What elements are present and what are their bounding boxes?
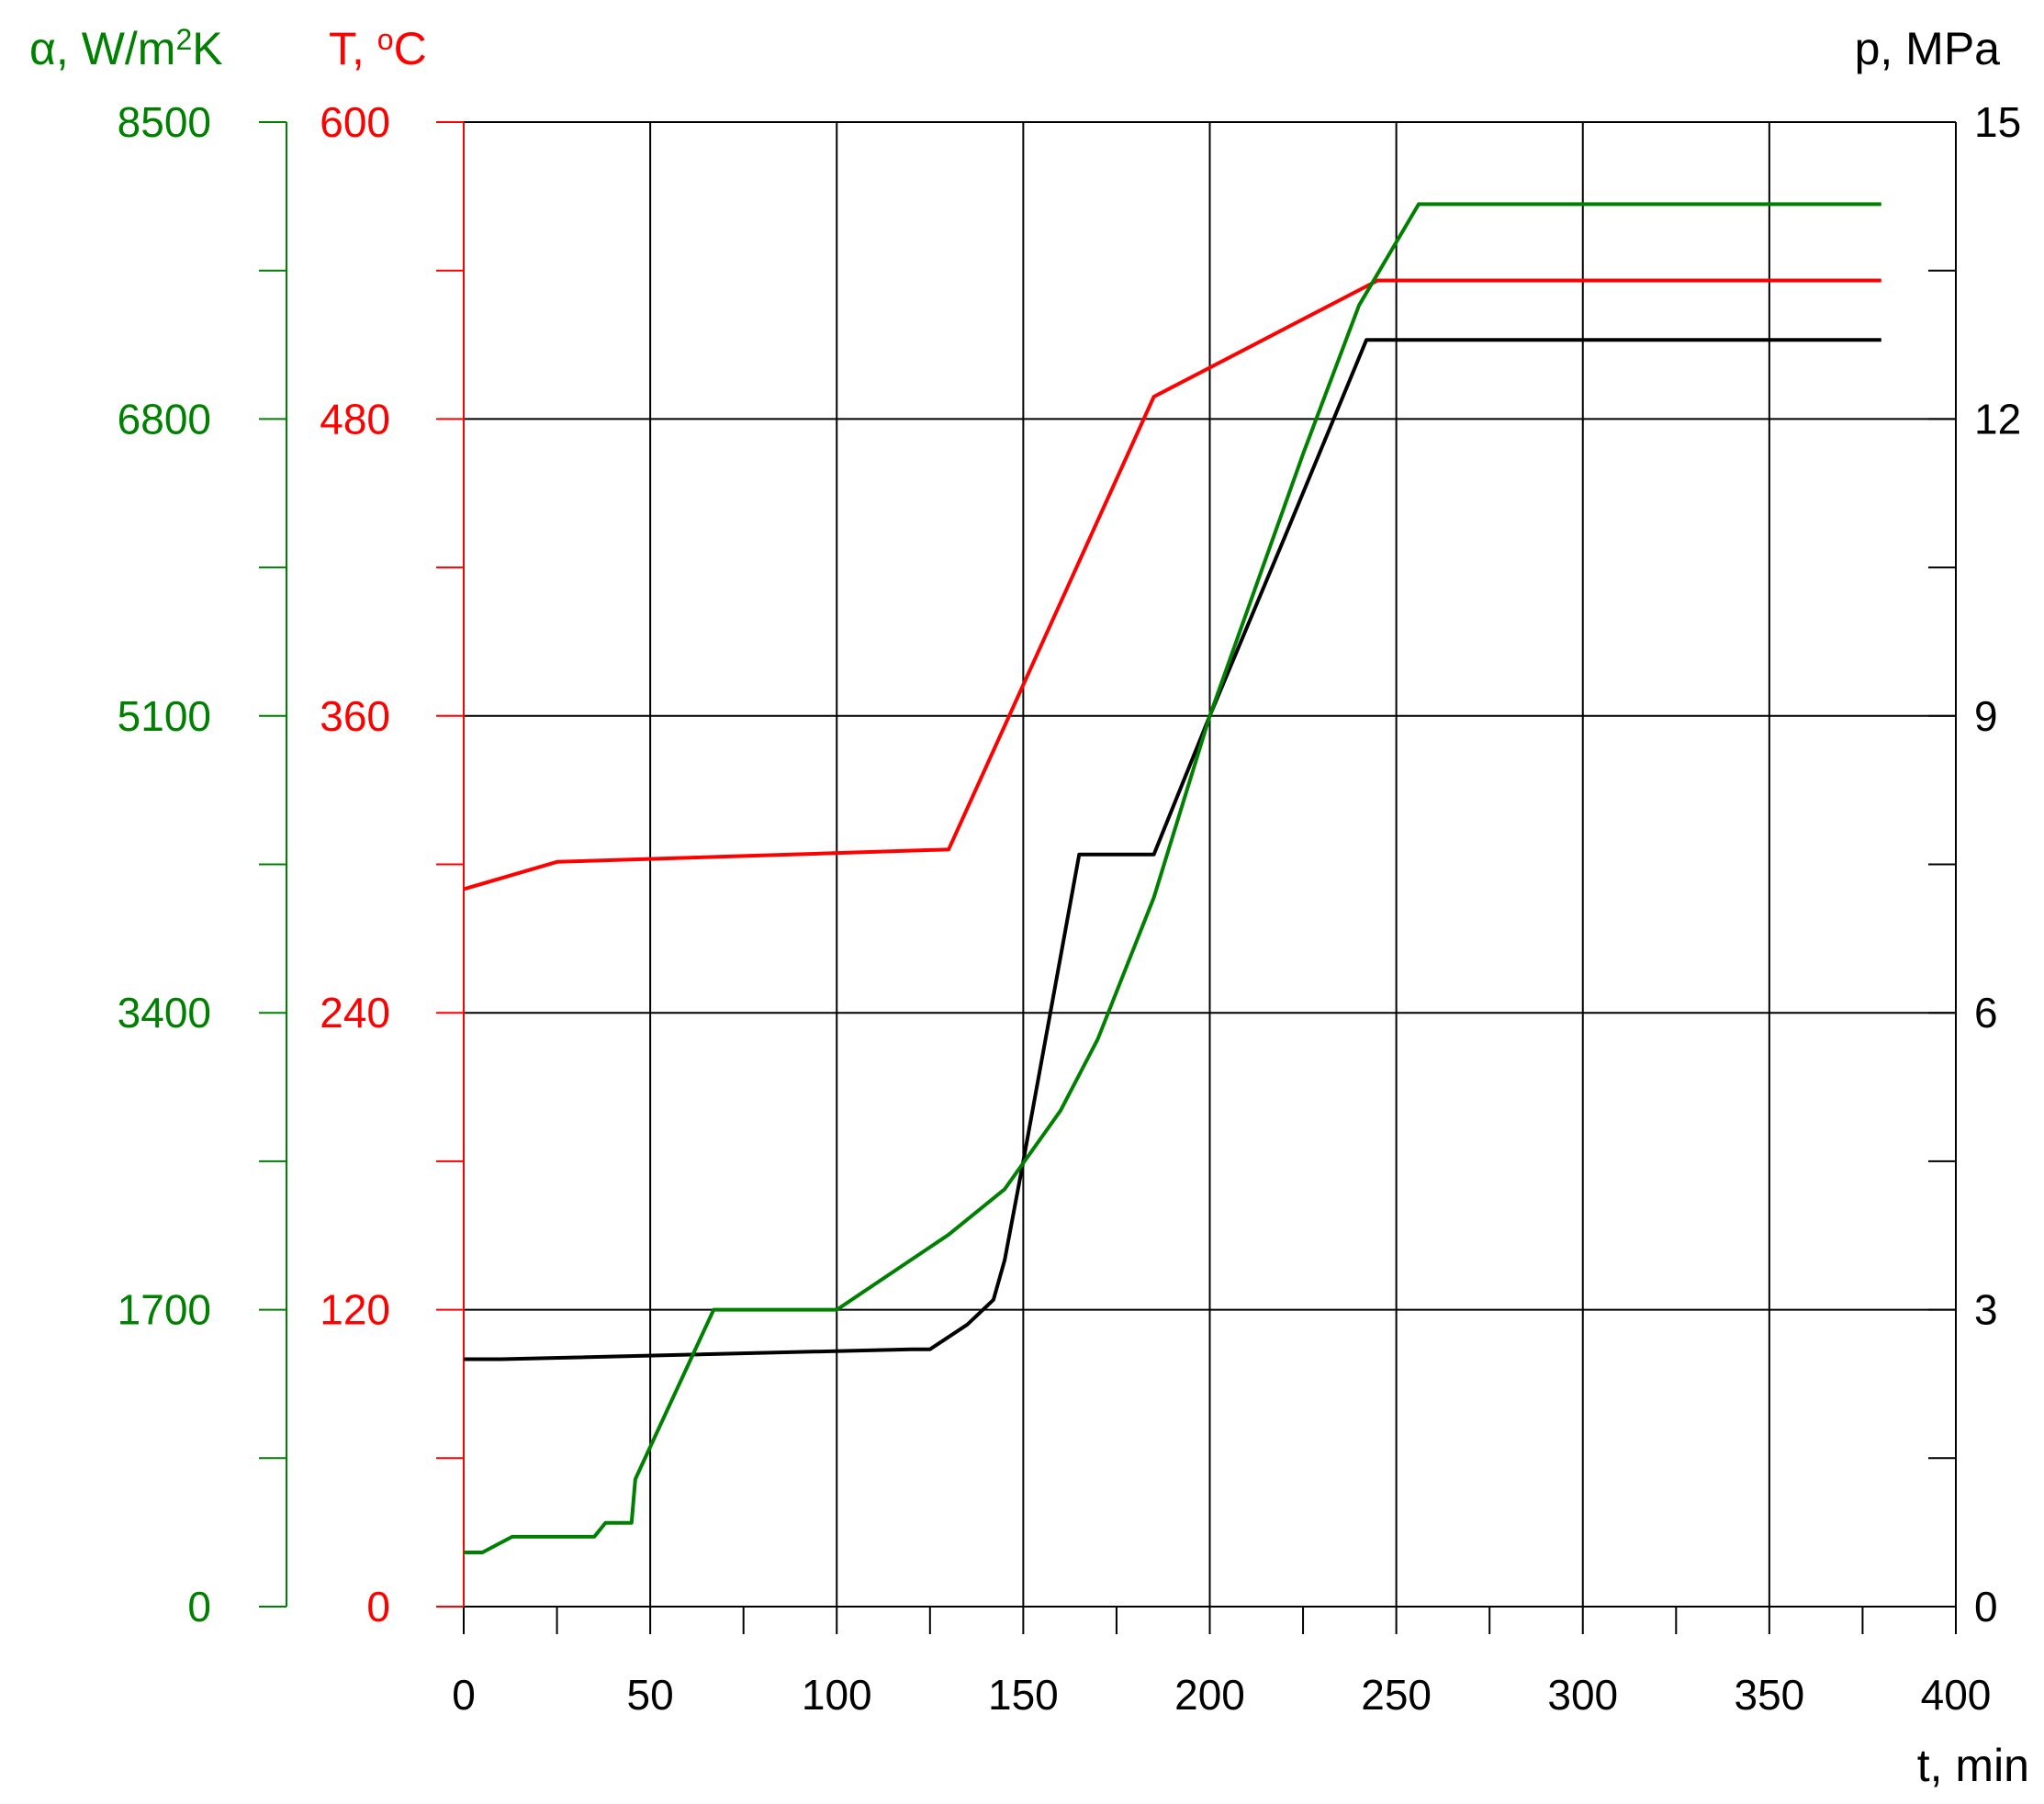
alpha-tick-label: 8500 <box>118 98 211 146</box>
x-tick-label: 350 <box>1735 1671 1805 1719</box>
pressure-tick-label: 6 <box>1974 989 1998 1036</box>
alpha-tick-label: 1700 <box>118 1286 211 1334</box>
x-tick-label: 300 <box>1547 1671 1618 1719</box>
temperature-tick-label: 240 <box>320 989 390 1036</box>
pressure-axis-title: p, MPa <box>1855 23 2001 74</box>
axes-layer <box>259 121 1957 1634</box>
x-tick-label: 100 <box>802 1671 872 1719</box>
temperature-axis-title: T, oC <box>329 23 427 74</box>
temperature-series-line <box>463 278 1881 891</box>
x-tick-label: 50 <box>627 1671 674 1719</box>
alpha-tick-label: 6800 <box>118 395 211 443</box>
alpha-series-line <box>464 202 1881 1554</box>
series-layer <box>463 202 1881 1554</box>
pressure-tick-label: 9 <box>1974 692 1998 740</box>
labels-layer: 0 50 100 150 200 250 300 350 4000369121501202403… <box>118 98 2022 1719</box>
alpha-tick-label: 3400 <box>118 989 211 1036</box>
pressure-tick-label: 12 <box>1974 395 2021 443</box>
pressure-tick-label: 15 <box>1974 98 2021 146</box>
x-axis-title: t, min <box>1917 1740 2029 1791</box>
pressure-tick-label: 3 <box>1974 1286 1998 1334</box>
temperature-tick-label: 360 <box>320 692 390 740</box>
alpha-axis-title: α, W/m2K <box>29 23 223 74</box>
temperature-tick-label: 120 <box>320 1286 390 1334</box>
x-tick-label: 400 <box>1921 1671 1992 1719</box>
pressure-tick-label: 0 <box>1974 1583 1998 1630</box>
x-tick-label: 0 <box>452 1671 476 1719</box>
temperature-tick-label: 480 <box>320 395 390 443</box>
temperature-tick-label: 0 <box>366 1583 390 1630</box>
pressure-series-line <box>464 338 1881 1361</box>
alpha-tick-label: 0 <box>187 1583 211 1630</box>
temperature-tick-label: 600 <box>320 98 390 146</box>
x-tick-label: 200 <box>1174 1671 1245 1719</box>
alpha-tick-label: 5100 <box>118 692 211 740</box>
x-tick-label: 150 <box>988 1671 1059 1719</box>
x-tick-label: 250 <box>1361 1671 1432 1719</box>
grid-layer <box>463 121 1957 1634</box>
